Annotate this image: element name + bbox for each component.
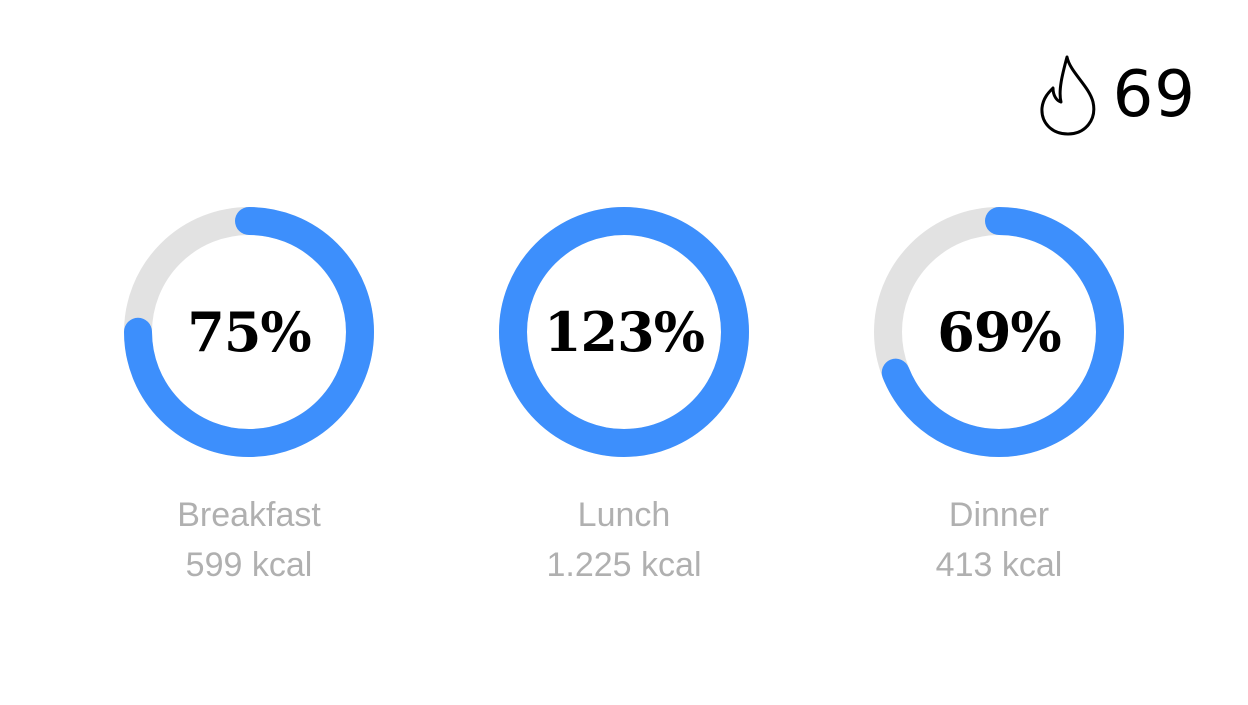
ring-progress xyxy=(499,207,749,457)
meal-name: Breakfast xyxy=(177,496,321,534)
meal-kcal: 1.225 kcal xyxy=(546,546,702,584)
percent-label: 75% xyxy=(187,300,311,364)
meal-name: Lunch xyxy=(577,496,671,534)
meal-dinner[interactable]: 69% Dinner 413 kcal xyxy=(869,202,1129,582)
progress-ring: 75% xyxy=(119,202,379,462)
meal-kcal: 413 kcal xyxy=(935,546,1063,584)
progress-ring: 123% xyxy=(494,202,754,462)
ring-progress xyxy=(124,207,374,457)
percent-label: 123% xyxy=(543,300,705,364)
meal-lunch[interactable]: 123% Lunch 1.225 kcal xyxy=(494,202,754,582)
flame-icon xyxy=(1037,54,1101,136)
streak-count: 69 xyxy=(1112,58,1196,132)
meals-progress: 75% Breakfast 599 kcal 123% Lunch 1.225 … xyxy=(0,202,1248,602)
streak-indicator: 69 xyxy=(1037,54,1196,136)
progress-ring: 69% xyxy=(869,202,1129,462)
meal-kcal: 599 kcal xyxy=(185,546,313,584)
meal-name: Dinner xyxy=(948,496,1050,534)
percent-label: 69% xyxy=(937,300,1061,364)
meal-breakfast[interactable]: 75% Breakfast 599 kcal xyxy=(119,202,379,582)
ring-progress xyxy=(874,207,1124,457)
